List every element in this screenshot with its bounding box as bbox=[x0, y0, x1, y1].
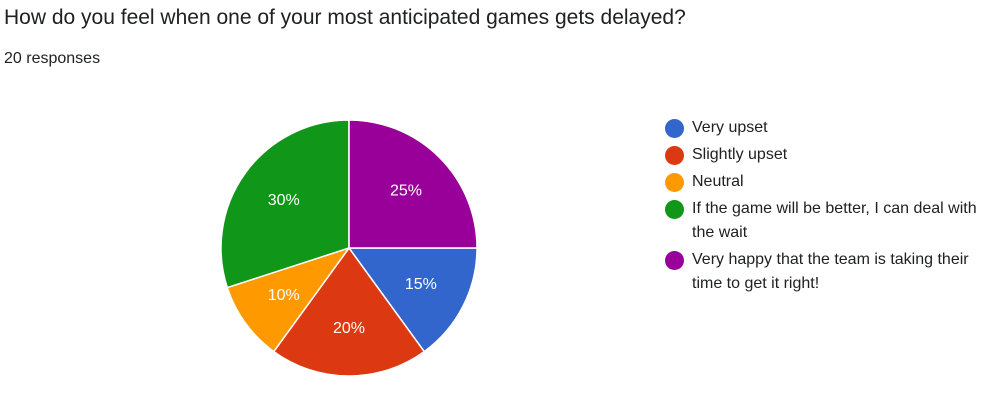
pie-slice-5[interactable] bbox=[348, 119, 478, 249]
pie-slice-4[interactable] bbox=[220, 119, 350, 289]
response-count: 20 responses bbox=[4, 50, 101, 67]
slice-label-4: 30% bbox=[268, 192, 300, 209]
legend-label: Very upset bbox=[692, 119, 768, 136]
pie-slice-1[interactable] bbox=[347, 247, 478, 353]
legend-color-dot bbox=[665, 251, 684, 270]
legend-item-2[interactable]: Slightly upset bbox=[665, 143, 1000, 167]
question-title: How do you feel when one of your most an… bbox=[4, 6, 686, 29]
legend-item-5[interactable]: Very happy that the team is taking their… bbox=[665, 248, 1000, 296]
slice-label-1: 15% bbox=[405, 276, 437, 293]
legend-color-dot bbox=[665, 200, 684, 219]
legend-color-dot bbox=[665, 119, 684, 138]
pie-slice-3[interactable] bbox=[226, 246, 351, 353]
legend-color-dot bbox=[665, 173, 684, 192]
legend-item-3[interactable]: Neutral bbox=[665, 170, 1000, 194]
slice-label-3: 10% bbox=[268, 287, 300, 304]
slice-label-5: 25% bbox=[390, 182, 422, 199]
legend-label: Very happy that the team is taking their… bbox=[692, 251, 969, 292]
legend-label: Neutral bbox=[692, 173, 744, 190]
legend-label: Slightly upset bbox=[692, 146, 788, 163]
legend-color-dot bbox=[665, 146, 684, 165]
legend-item-4[interactable]: If the game will be better, I can deal w… bbox=[665, 197, 1000, 245]
legend-label: If the game will be better, I can deal w… bbox=[692, 200, 977, 241]
pie-slice-2[interactable] bbox=[272, 246, 426, 377]
legend-item-1[interactable]: Very upset bbox=[665, 116, 1000, 140]
slice-label-2: 20% bbox=[333, 320, 365, 337]
pie-chart: 15% 20% 10% 30% 25% bbox=[220, 119, 478, 377]
legend: Very upset Slightly upset Neutral If the ga… bbox=[665, 116, 1000, 299]
